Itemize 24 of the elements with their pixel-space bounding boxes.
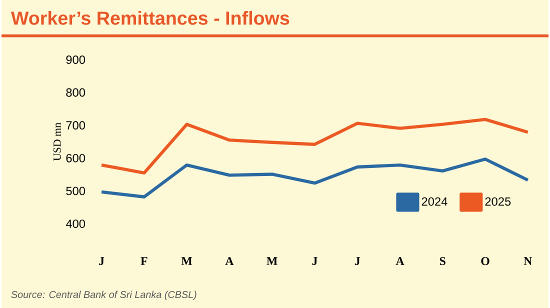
- x-tick-label: O: [481, 256, 490, 265]
- y-tick-label: 400: [66, 219, 86, 228]
- x-tick-label: N: [524, 256, 532, 265]
- y-tick-label: 900: [66, 55, 86, 64]
- line-series: [100, 118, 530, 174]
- x-tick-label: M: [181, 256, 192, 265]
- x-tick-label: A: [396, 256, 404, 265]
- y-tick-label: 800: [66, 88, 86, 97]
- legend-label: 2025: [485, 197, 511, 206]
- source-note: Source: Central Bank of Sri Lanka (CBSL): [11, 290, 196, 300]
- line-series: [100, 157, 530, 198]
- x-tick-label: J: [99, 256, 104, 265]
- legend-label: 2024: [422, 197, 448, 206]
- x-tick-label: S: [440, 256, 446, 265]
- x-tick-label: J: [354, 256, 360, 265]
- x-tick-label: M: [266, 256, 278, 265]
- y-tick-label: 700: [66, 120, 86, 130]
- x-tick-label: A: [225, 256, 234, 265]
- x-tick-label: J: [312, 256, 318, 265]
- x-tick-label: F: [140, 256, 148, 265]
- y-tick-label: 500: [66, 186, 86, 196]
- chart-title: Worker’s Remittances - Inflows: [10, 10, 290, 25]
- y-axis-title: USD mn: [54, 122, 61, 161]
- y-tick-label: 600: [66, 154, 86, 162]
